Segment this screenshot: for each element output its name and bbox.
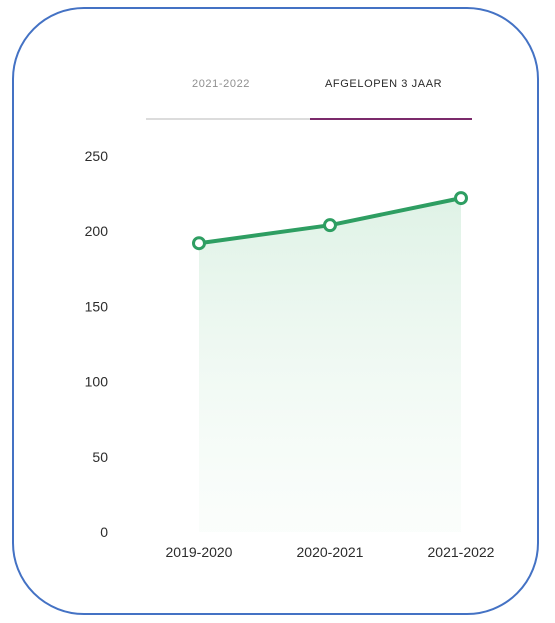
y-tick-label: 150 [85, 298, 109, 314]
x-tick-label: 2021-2022 [428, 544, 495, 560]
y-tick-label: 250 [85, 148, 109, 164]
y-tick-label: 100 [85, 374, 109, 390]
y-tick-label: 200 [85, 223, 109, 239]
tab-2021-2022[interactable]: 2021-2022 [192, 78, 251, 90]
y-tick-label: 0 [100, 524, 108, 540]
data-point[interactable] [454, 191, 468, 206]
area-fill [199, 198, 461, 532]
tab-afgelopen-3-jaar[interactable]: AFGELOPEN 3 JAAR [325, 78, 443, 90]
x-tick-label: 2019-2020 [166, 544, 233, 560]
x-tick-label: 2020-2021 [297, 544, 364, 560]
tab-underline-inactive [146, 118, 310, 120]
data-point[interactable] [323, 218, 337, 233]
data-point[interactable] [192, 236, 206, 251]
tab-underline-active [310, 118, 472, 120]
y-tick-label: 50 [92, 449, 108, 465]
